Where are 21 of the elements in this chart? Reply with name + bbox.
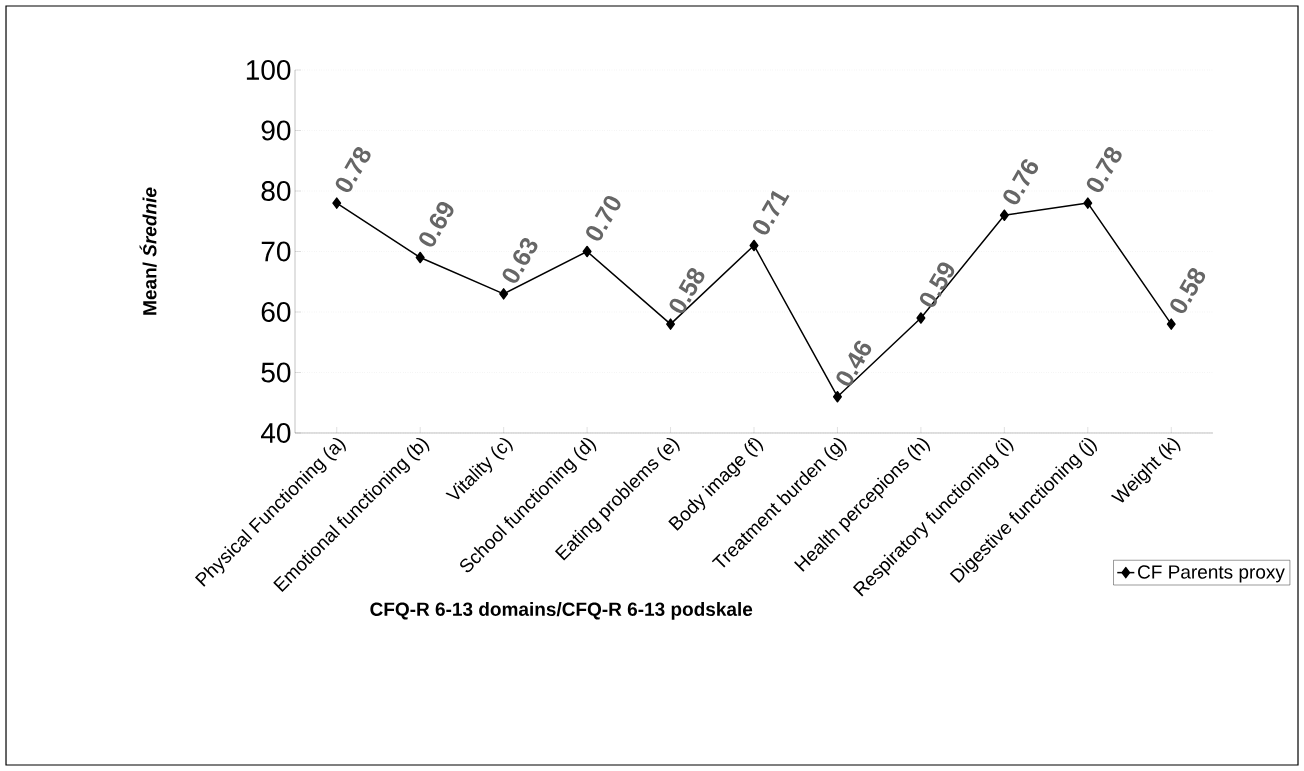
point: [999, 209, 1009, 221]
point: [749, 239, 759, 252]
y-tick-label: 50: [261, 362, 291, 383]
y-tick-label: 100: [246, 60, 291, 80]
point: [499, 288, 509, 300]
y-tick-label: 70: [261, 241, 291, 262]
y-tick-label: 80: [261, 181, 291, 201]
y-axis-title: Mean/ Średnie: [139, 187, 157, 315]
y-tick-label: 90: [261, 120, 291, 141]
point: [1083, 197, 1093, 209]
y-tick-label: 40: [260, 423, 291, 443]
point: [666, 318, 676, 330]
legend-label: CF Parents proxy: [1138, 565, 1285, 583]
point: [582, 245, 592, 258]
point: [415, 251, 425, 264]
y-tick-label: 60: [261, 302, 291, 322]
point: [832, 390, 842, 403]
x-axis-title: CFQ-R 6-13 domains/CFQ-R 6-13 podskale: [370, 602, 753, 620]
point: [1166, 318, 1176, 330]
point: [916, 312, 926, 324]
point: [332, 197, 342, 209]
